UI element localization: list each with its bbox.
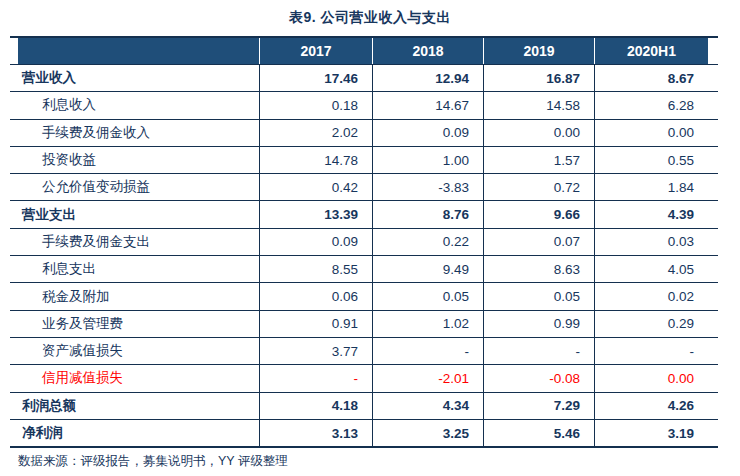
cell-value: 4.39: [594, 201, 708, 227]
column-header: 2017: [259, 38, 372, 64]
table-header-row: 2017201820192020H1: [10, 38, 718, 65]
cell-value: 0.05: [483, 283, 594, 309]
cell-value: 7.29: [483, 393, 594, 419]
cell-value: 2.02: [259, 120, 372, 146]
cell-value: 8.55: [259, 256, 372, 282]
cell-value: 0.05: [372, 283, 483, 309]
table-row: 利息支出8.559.498.634.05: [10, 256, 718, 283]
cell-value: 3.77: [259, 338, 372, 364]
table-row: 利息收入0.1814.6714.586.28: [10, 92, 718, 119]
table-row: 资产减值损失3.77---: [10, 338, 718, 365]
row-label: 资产减值损失: [18, 338, 259, 364]
cell-value: -: [372, 338, 483, 364]
row-label: 营业支出: [18, 201, 259, 227]
cell-value: 4.26: [594, 393, 708, 419]
table-row: 信用减值损失--2.01-0.080.00: [10, 365, 718, 392]
cell-value: 0.09: [372, 120, 483, 146]
table-row: 利润总额4.184.347.294.26: [10, 393, 718, 420]
cell-value: 4.34: [372, 393, 483, 419]
row-label: 公允价值变动损益: [18, 174, 259, 200]
cell-value: 0.09: [259, 229, 372, 255]
cell-value: 0.18: [259, 92, 372, 118]
cell-value: -3.83: [372, 174, 483, 200]
cell-value: 3.25: [372, 420, 483, 446]
cell-value: 0.42: [259, 174, 372, 200]
cell-value: 0.07: [483, 229, 594, 255]
cell-value: 17.46: [259, 65, 372, 91]
row-label: 投资收益: [18, 147, 259, 173]
row-label: 利息支出: [18, 256, 259, 282]
cell-value: 3.13: [259, 420, 372, 446]
table-row: 业务及管理费0.911.020.990.29: [10, 311, 718, 338]
column-header-empty: [18, 38, 259, 64]
cell-value: 14.67: [372, 92, 483, 118]
cell-value: 5.46: [483, 420, 594, 446]
cell-value: -: [259, 365, 372, 391]
table-row: 手续费及佣金收入2.020.090.000.00: [10, 120, 718, 147]
cell-value: 4.18: [259, 393, 372, 419]
row-label: 利息收入: [18, 92, 259, 118]
table-title: 表9. 公司营业收入与支出: [0, 9, 740, 27]
cell-value: 0.55: [594, 147, 708, 173]
cell-value: 0.00: [483, 120, 594, 146]
row-label: 手续费及佣金支出: [18, 229, 259, 255]
cell-value: 1.84: [594, 174, 708, 200]
cell-value: 0.99: [483, 311, 594, 337]
cell-value: 0.22: [372, 229, 483, 255]
table-row: 手续费及佣金支出0.090.220.070.03: [10, 229, 718, 256]
cell-value: -: [594, 338, 708, 364]
cell-value: -: [483, 338, 594, 364]
column-header: 2018: [372, 38, 483, 64]
row-label: 税金及附加: [18, 283, 259, 309]
cell-value: 6.28: [594, 92, 708, 118]
cell-value: 1.02: [372, 311, 483, 337]
cell-value: 0.00: [594, 120, 708, 146]
row-label: 营业收入: [18, 65, 259, 91]
table-row: 净利润3.133.255.463.19: [10, 420, 718, 448]
row-label: 净利润: [18, 420, 259, 446]
table-body: 营业收入17.4612.9416.878.67利息收入0.1814.6714.5…: [10, 65, 718, 448]
table-row: 营业支出13.398.769.664.39: [10, 201, 718, 228]
table-row: 投资收益14.781.001.570.55: [10, 147, 718, 174]
cell-value: 8.76: [372, 201, 483, 227]
cell-value: 0.72: [483, 174, 594, 200]
table-row: 税金及附加0.060.050.050.02: [10, 283, 718, 310]
cell-value: 8.67: [594, 65, 708, 91]
income-expense-table: 2017201820192020H1 营业收入17.4612.9416.878.…: [10, 36, 718, 448]
cell-value: 9.49: [372, 256, 483, 282]
cell-value: 0.02: [594, 283, 708, 309]
cell-value: 3.19: [594, 420, 708, 446]
row-label: 信用减值损失: [18, 365, 259, 391]
row-label: 利润总额: [18, 393, 259, 419]
table-row: 营业收入17.4612.9416.878.67: [10, 65, 718, 92]
cell-value: 14.58: [483, 92, 594, 118]
column-header: 2020H1: [594, 38, 708, 64]
cell-value: 0.00: [594, 365, 708, 391]
cell-value: 8.63: [483, 256, 594, 282]
cell-value: -2.01: [372, 365, 483, 391]
cell-value: 12.94: [372, 65, 483, 91]
row-label: 手续费及佣金收入: [18, 120, 259, 146]
cell-value: 0.06: [259, 283, 372, 309]
cell-value: 0.91: [259, 311, 372, 337]
cell-value: -0.08: [483, 365, 594, 391]
cell-value: 0.03: [594, 229, 708, 255]
cell-value: 1.57: [483, 147, 594, 173]
cell-value: 9.66: [483, 201, 594, 227]
cell-value: 16.87: [483, 65, 594, 91]
cell-value: 4.05: [594, 256, 708, 282]
source-note: 数据来源：评级报告，募集说明书，YY 评级整理: [18, 453, 288, 470]
cell-value: 13.39: [259, 201, 372, 227]
cell-value: 14.78: [259, 147, 372, 173]
cell-value: 1.00: [372, 147, 483, 173]
row-label: 业务及管理费: [18, 311, 259, 337]
cell-value: 0.29: [594, 311, 708, 337]
table-row: 公允价值变动损益0.42-3.830.721.84: [10, 174, 718, 201]
column-header: 2019: [483, 38, 594, 64]
